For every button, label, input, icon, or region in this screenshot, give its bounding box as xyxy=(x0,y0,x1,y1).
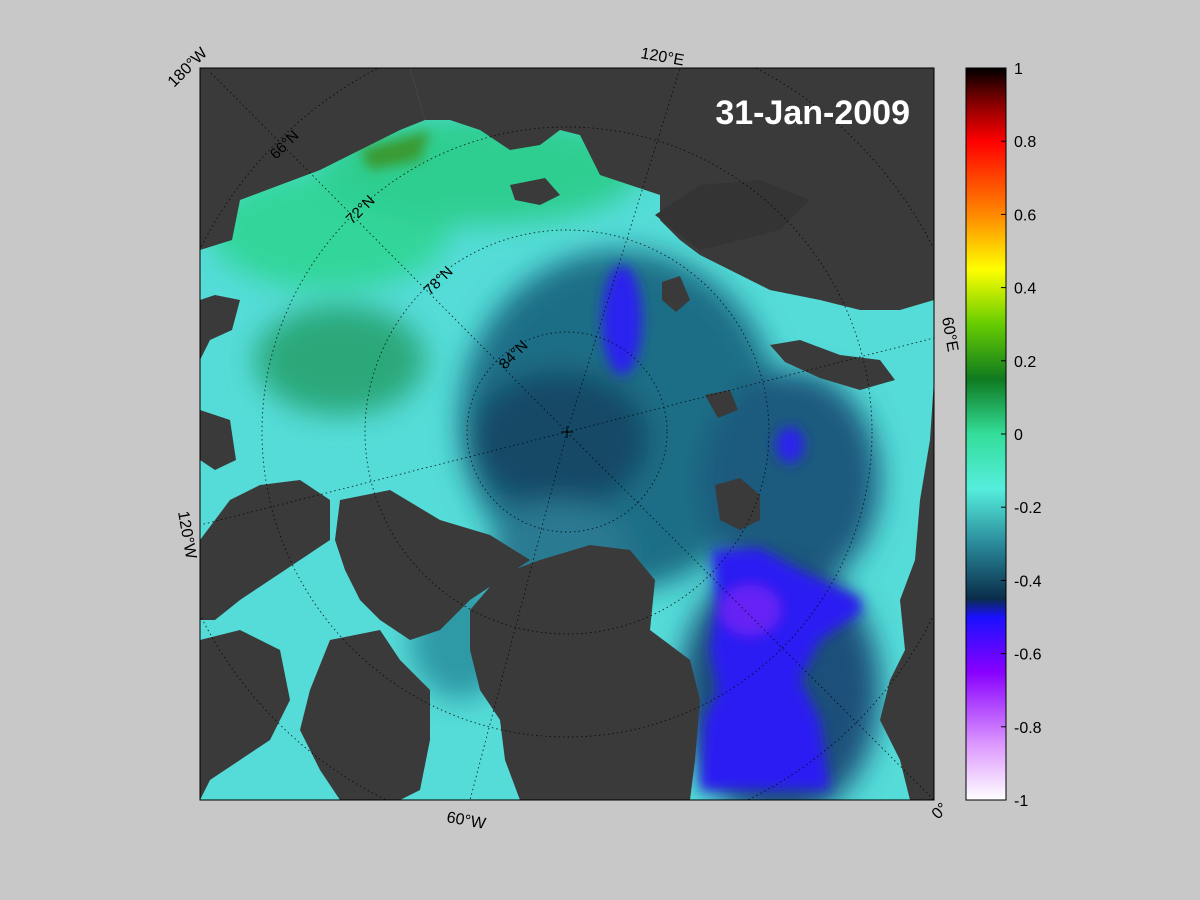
landmass-scandinavia xyxy=(880,380,934,800)
landmass-severnaya xyxy=(662,276,690,312)
graticule xyxy=(200,68,934,800)
colorbar-tick-label: -0.8 xyxy=(1014,720,1042,737)
colorbar-tick-label: -0.2 xyxy=(1014,500,1042,517)
landmass-west-arctic xyxy=(200,410,236,470)
landmass-svalbard xyxy=(715,478,760,530)
landmass-siberia-coast xyxy=(655,180,810,250)
colorbar-tick-label: -1 xyxy=(1014,793,1028,810)
lon-label-120w: 120°W xyxy=(174,510,199,561)
landmass-siberia xyxy=(410,68,934,310)
landmass-novaya-zemlya xyxy=(770,340,895,390)
map-panel: 66°N 72°N 78°N 84°N 31-Jan-2009 xyxy=(200,68,934,800)
landmass-canadian-archipelago xyxy=(200,480,330,620)
landmass-nsi xyxy=(510,178,560,205)
landmass-yukon xyxy=(200,295,240,360)
colorbar-tick-label: 0 xyxy=(1014,427,1023,444)
colorbar-bar xyxy=(965,67,1007,801)
colorbar-tick-label: -0.4 xyxy=(1014,573,1042,590)
pole-marker xyxy=(561,426,573,438)
land xyxy=(200,68,934,800)
colorbar-tick-label: 0.4 xyxy=(1014,281,1036,298)
landmass-franz-josef xyxy=(705,390,738,418)
colorbar-tick-label: 1 xyxy=(1014,61,1023,78)
lon-label-120e: 120°E xyxy=(639,45,685,69)
landmass-baffin xyxy=(300,630,430,800)
colorbar-tick-label: 0.6 xyxy=(1014,207,1036,224)
colorbar-tick-label: 0.8 xyxy=(1014,134,1036,151)
negative-anomaly-cores xyxy=(360,130,862,790)
colorbar-ticks: 1 0.8 0.6 0.4 0.2 0 -0.2 -0.4 -0.6 -0.8 -1 xyxy=(1001,61,1042,810)
lon-label-60w: 60°W xyxy=(445,809,488,833)
landmass-ellesmere xyxy=(335,490,530,640)
landmass-greenland xyxy=(470,545,700,800)
landmass-alaska xyxy=(200,68,425,250)
colorbar-tick-label: 0.2 xyxy=(1014,354,1036,371)
colorbar: 1 0.8 0.6 0.4 0.2 0 -0.2 -0.4 -0.6 -0.8 -1 xyxy=(965,61,1042,810)
map-frame xyxy=(199,67,935,801)
colorbar-tick-label: -0.6 xyxy=(1014,647,1042,664)
date-label: 31-Jan-2009 xyxy=(715,94,910,132)
lon-label-0: 0° xyxy=(929,800,952,823)
landmass-north-canada xyxy=(200,630,290,800)
lon-label-60e: 60°E xyxy=(938,316,961,353)
